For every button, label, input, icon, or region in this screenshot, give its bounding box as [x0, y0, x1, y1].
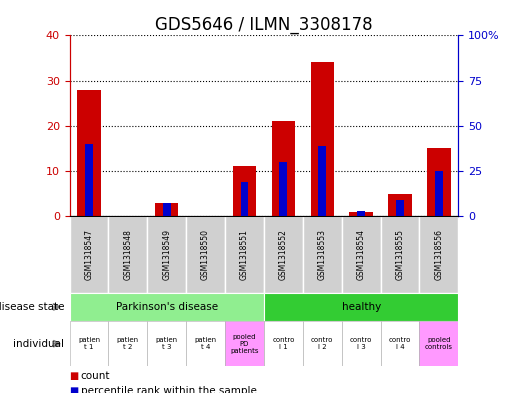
Bar: [435, 171, 443, 216]
Bar: [233, 167, 256, 216]
Text: Parkinson's disease: Parkinson's disease: [116, 302, 218, 312]
Text: contro
l 3: contro l 3: [350, 337, 372, 350]
Text: GSM1318551: GSM1318551: [240, 229, 249, 280]
Bar: [342, 321, 381, 366]
Bar: [381, 321, 419, 366]
Bar: [342, 216, 381, 293]
Bar: [420, 321, 458, 366]
Bar: [272, 121, 295, 216]
Text: ■: ■: [70, 371, 79, 381]
Text: individual: individual: [13, 339, 64, 349]
Bar: [225, 321, 264, 366]
Text: GSM1318553: GSM1318553: [318, 229, 327, 280]
Bar: [303, 216, 342, 293]
Bar: [155, 203, 178, 216]
Text: healthy: healthy: [341, 302, 381, 312]
Bar: [225, 216, 264, 293]
Bar: [241, 182, 248, 216]
Bar: [147, 216, 186, 293]
Bar: [108, 216, 147, 293]
Text: GSM1318554: GSM1318554: [357, 229, 366, 280]
Bar: [388, 193, 411, 216]
Bar: [186, 321, 225, 366]
Text: patien
t 1: patien t 1: [78, 337, 100, 350]
Text: contro
l 4: contro l 4: [389, 337, 411, 350]
Bar: [303, 321, 342, 366]
Bar: [77, 90, 100, 216]
Bar: [311, 62, 334, 216]
Bar: [264, 321, 303, 366]
Text: ■: ■: [70, 386, 79, 393]
Bar: [350, 211, 373, 216]
Bar: [318, 146, 326, 216]
Text: GSM1318548: GSM1318548: [124, 229, 132, 280]
Text: GSM1318549: GSM1318549: [162, 229, 171, 280]
Bar: [427, 148, 451, 216]
Bar: [70, 321, 109, 366]
Bar: [420, 216, 458, 293]
Bar: [186, 216, 225, 293]
Text: contro
l 2: contro l 2: [311, 337, 333, 350]
Text: GSM1318552: GSM1318552: [279, 229, 288, 280]
Text: patien
t 2: patien t 2: [117, 337, 139, 350]
Bar: [147, 321, 186, 366]
Title: GDS5646 / ILMN_3308178: GDS5646 / ILMN_3308178: [155, 16, 373, 34]
Text: pooled
PD
patients: pooled PD patients: [230, 334, 259, 354]
Text: GSM1318550: GSM1318550: [201, 229, 210, 280]
Bar: [70, 216, 109, 293]
Text: patien
t 3: patien t 3: [156, 337, 178, 350]
Bar: [396, 200, 404, 216]
Bar: [108, 321, 147, 366]
Text: count: count: [81, 371, 110, 381]
Text: GSM1318555: GSM1318555: [396, 229, 404, 280]
Bar: [70, 293, 264, 321]
Bar: [163, 204, 170, 216]
Text: disease state: disease state: [0, 302, 64, 312]
Bar: [264, 293, 458, 321]
Text: GSM1318556: GSM1318556: [435, 229, 443, 280]
Text: GSM1318547: GSM1318547: [84, 229, 93, 280]
Bar: [264, 216, 303, 293]
Bar: [381, 216, 419, 293]
Text: contro
l 1: contro l 1: [272, 337, 295, 350]
Text: percentile rank within the sample: percentile rank within the sample: [81, 386, 257, 393]
Bar: [357, 211, 365, 216]
Bar: [280, 162, 287, 216]
Text: patien
t 4: patien t 4: [195, 337, 217, 350]
Bar: [85, 144, 93, 216]
Text: pooled
controls: pooled controls: [425, 337, 453, 350]
